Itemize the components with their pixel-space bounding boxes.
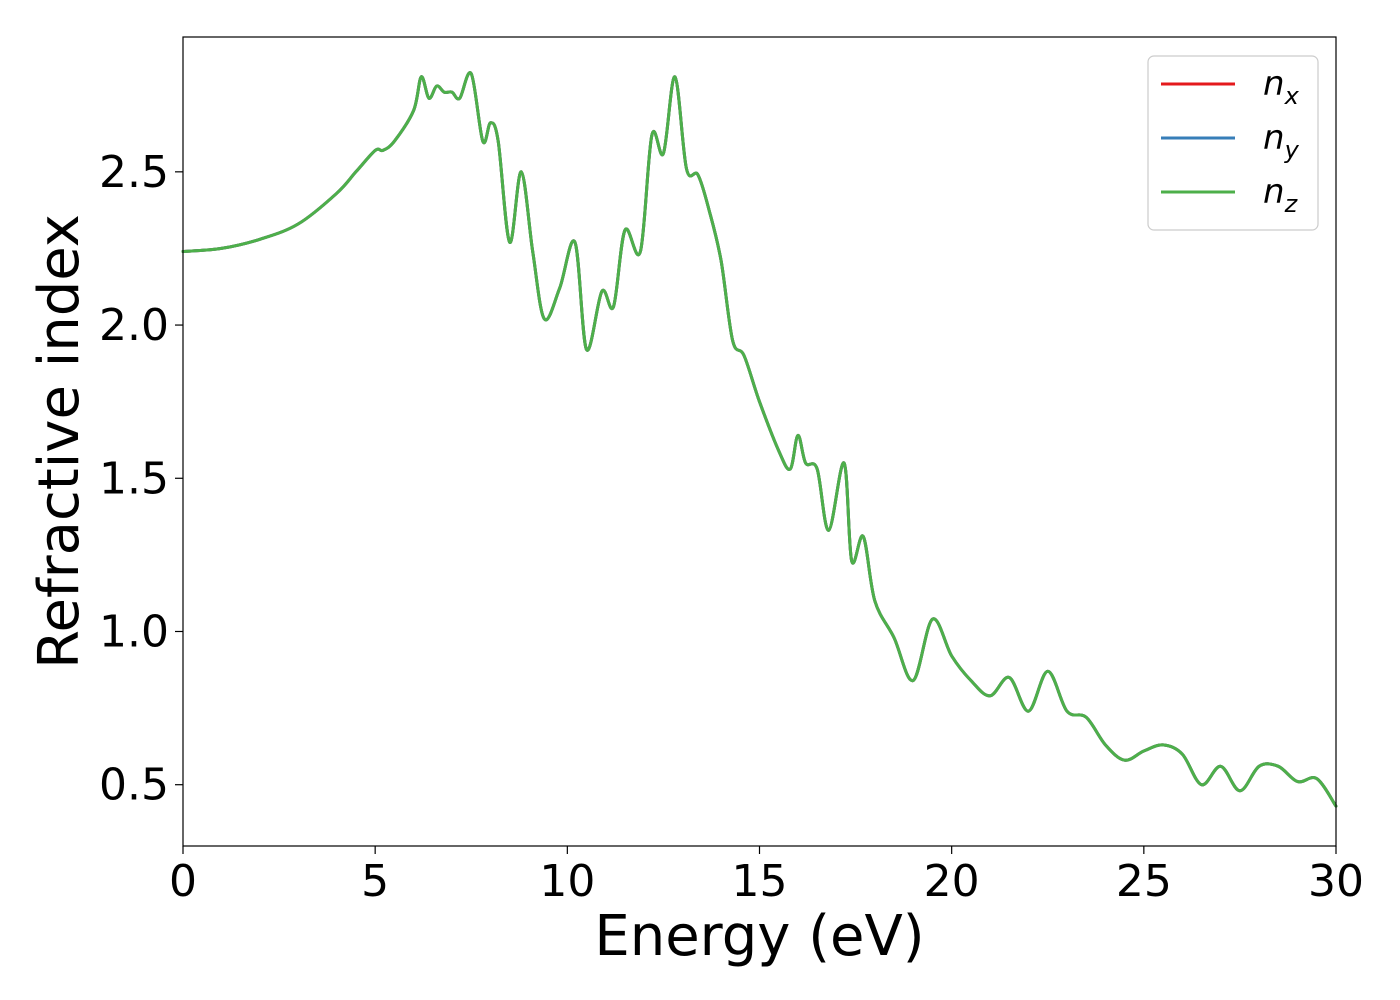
legend-label: nz	[1263, 172, 1299, 218]
x-tick-label: 30	[1308, 856, 1364, 907]
legend-label: nx	[1263, 64, 1300, 110]
x-tick-label: 10	[539, 856, 595, 907]
x-tick-label: 15	[732, 856, 788, 907]
series-line-n_z	[181, 71, 1338, 808]
x-tick-label: 20	[924, 856, 980, 907]
y-tick-label: 0.5	[99, 760, 169, 811]
legend-label: ny	[1263, 118, 1300, 164]
x-axis-title: Energy (eV)	[594, 904, 924, 969]
y-tick-label: 1.5	[99, 453, 169, 504]
legend: nx ny nz	[1147, 55, 1319, 231]
y-tick-label: 1.0	[99, 606, 169, 657]
x-tick-label: 25	[1116, 856, 1172, 907]
y-axis: 0.5 1.0 1.5 2.0 2.5	[99, 147, 183, 811]
series-layer	[181, 71, 1338, 808]
y-tick-label: 2.5	[99, 147, 169, 198]
legend-box	[1147, 55, 1319, 231]
x-axis: 0 5 10 15 20 25 30	[169, 846, 1364, 907]
y-axis-title: Refractive index	[27, 214, 92, 669]
x-tick-label: 0	[169, 856, 197, 907]
x-tick-label: 5	[361, 856, 389, 907]
y-tick-label: 2.0	[99, 300, 169, 351]
